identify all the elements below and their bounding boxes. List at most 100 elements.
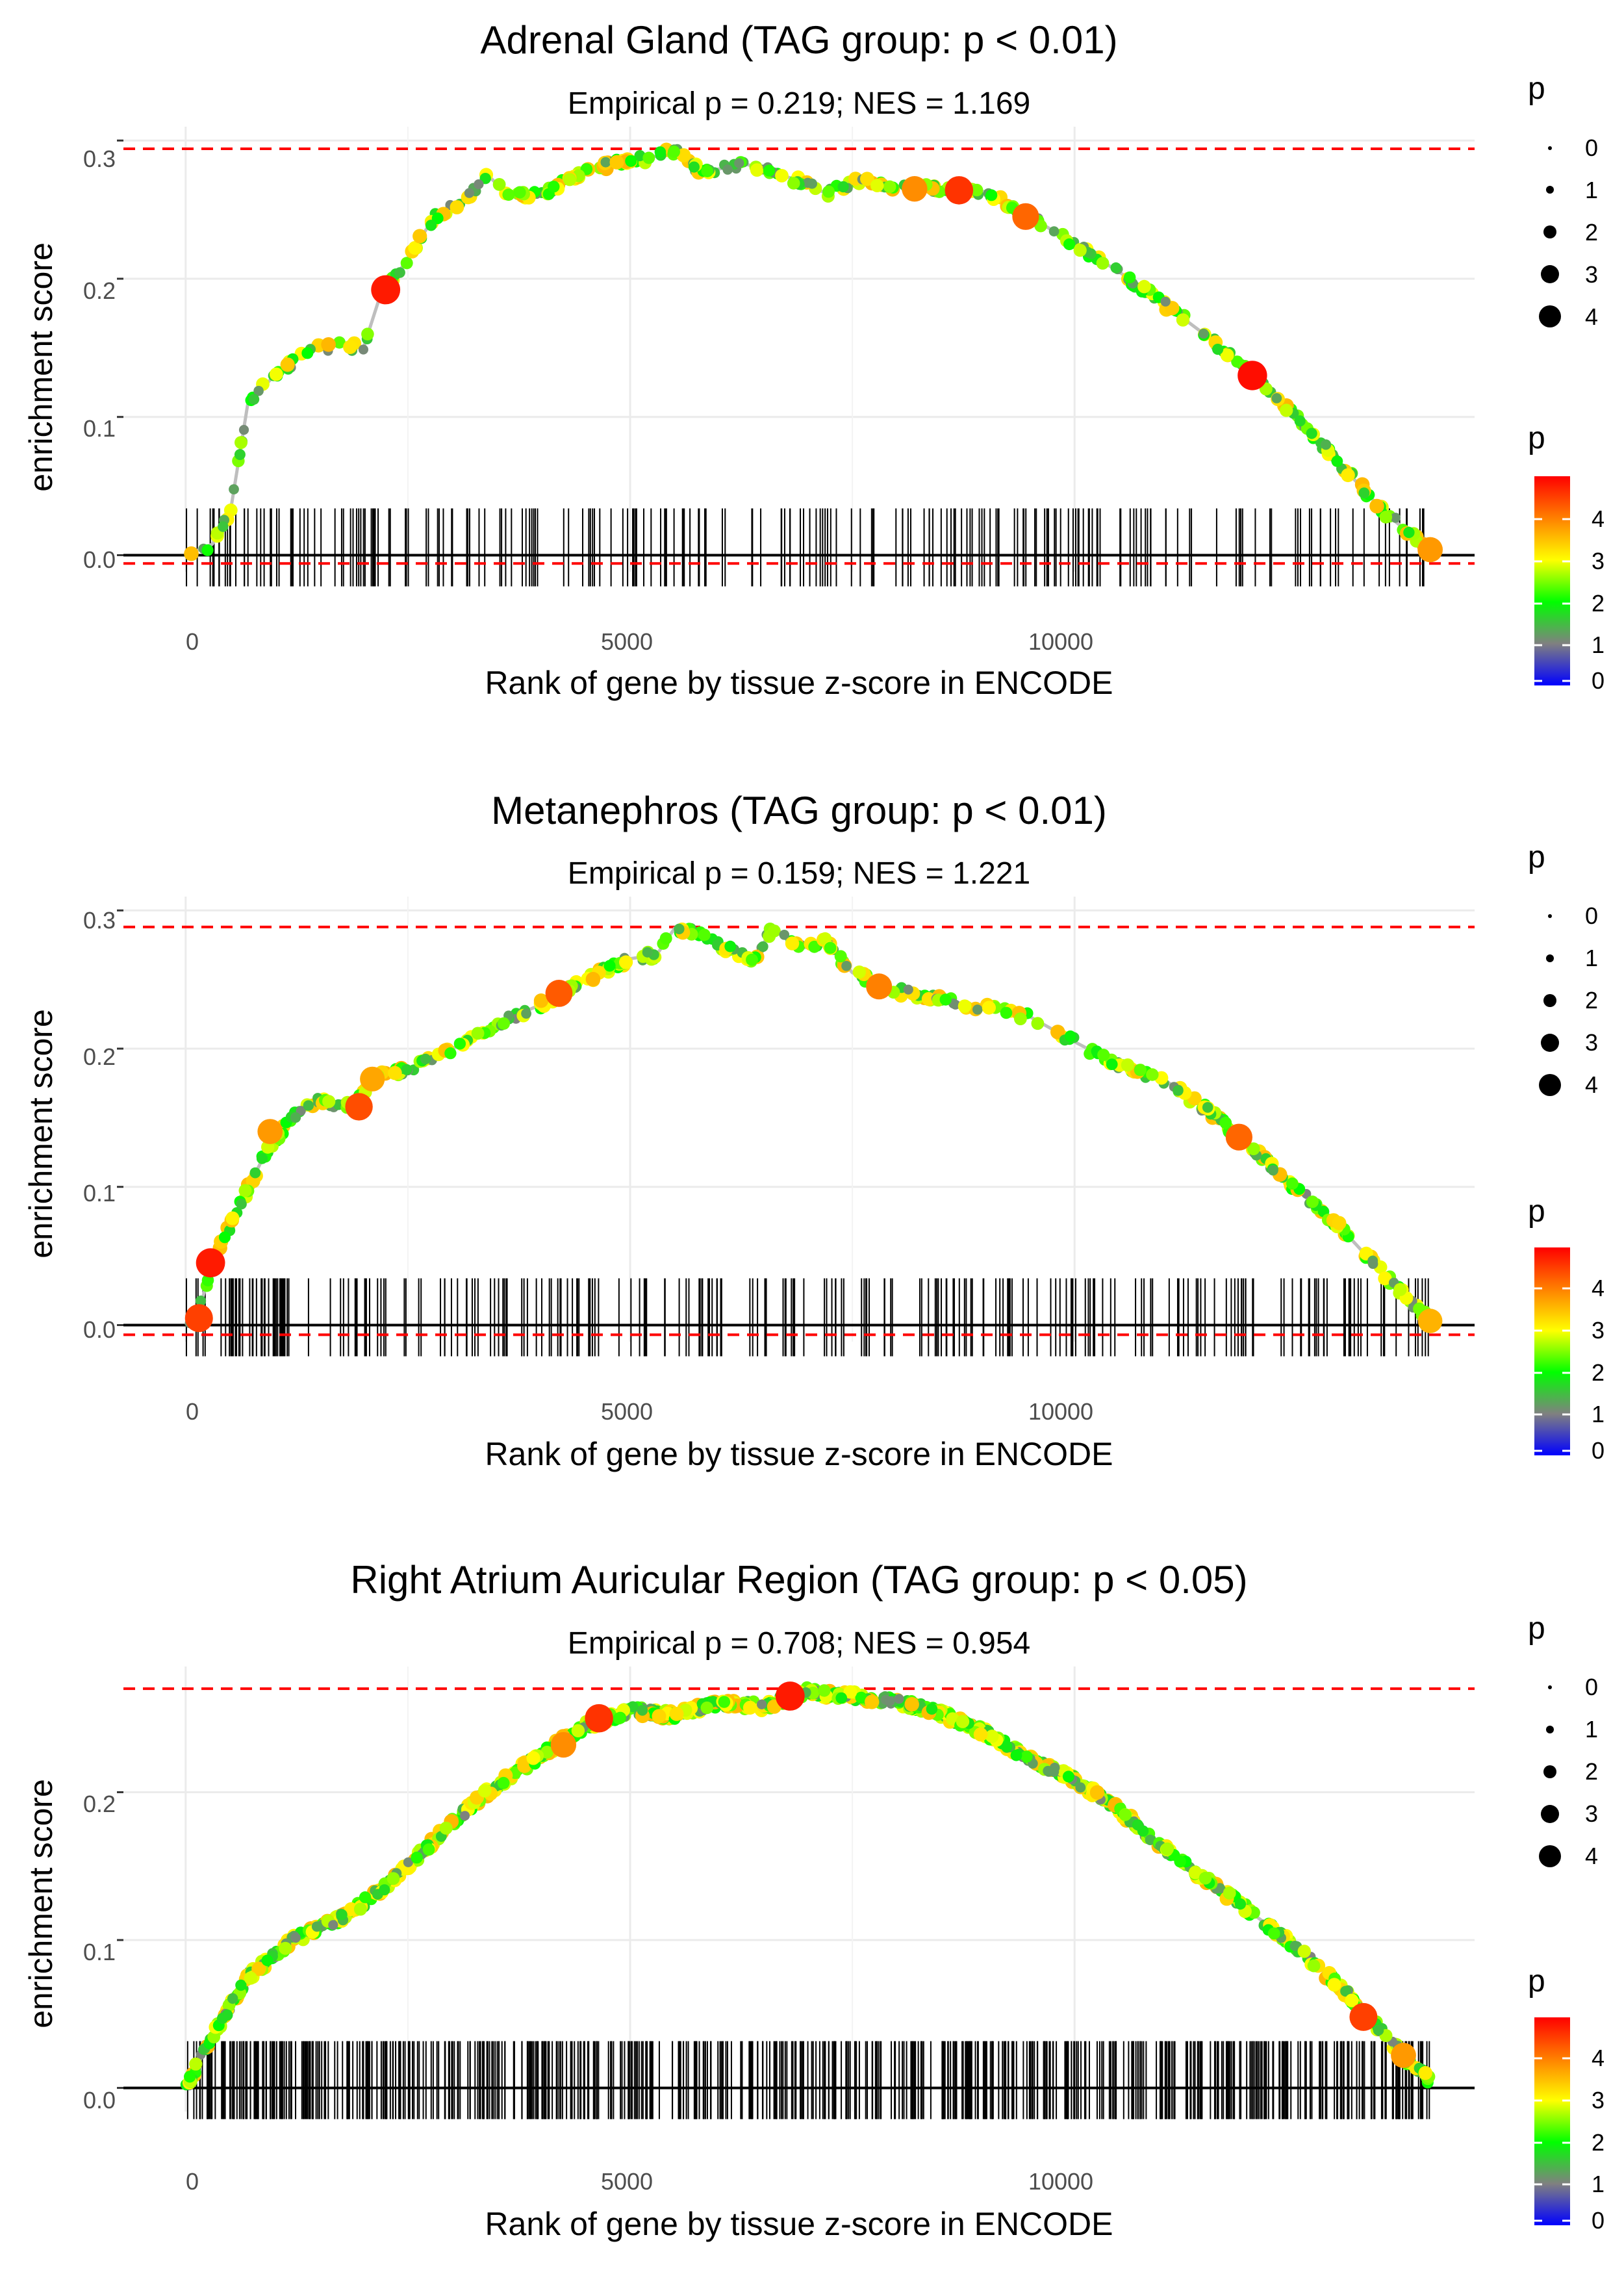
legend-color-label: 0 [1592, 667, 1605, 694]
curve-point [1379, 511, 1393, 524]
curve-point [1176, 313, 1190, 327]
curve-point [311, 1921, 322, 1932]
curve-point [474, 179, 484, 190]
x-axis-title: Rank of gene by tissue z-score in ENCODE [485, 2206, 1113, 2242]
curve-point [609, 155, 624, 170]
highlight-point [1391, 2043, 1416, 2068]
legend-colorbar [1534, 1247, 1570, 1455]
curve-point [787, 177, 800, 190]
curve-point [746, 953, 758, 966]
curve-point [256, 1153, 268, 1164]
legend-size-title: p [1528, 840, 1545, 875]
curve-point [779, 930, 790, 940]
curve-point [425, 220, 437, 231]
curve-point [904, 1697, 919, 1712]
legend-size-label: 3 [1585, 1800, 1598, 1827]
legend-size-label: 2 [1585, 1758, 1598, 1785]
curve-point [841, 960, 852, 971]
curve-point [563, 173, 577, 186]
legend-size: p 0 1 2 3 4 [1528, 71, 1598, 330]
curve-point [280, 357, 295, 372]
y-axis: 0.0 0.1 0.2 0.3 enrichment score [23, 146, 116, 573]
legend-size-dot [1548, 914, 1552, 918]
curve-point [921, 991, 936, 1006]
reference-lines [123, 147, 1475, 565]
curve-point [972, 1004, 983, 1015]
curve-point [785, 936, 800, 951]
curve-point [248, 394, 260, 405]
curve-point [1234, 1898, 1247, 1910]
curve-point [400, 257, 413, 270]
legend-size-label: 1 [1585, 177, 1598, 203]
panel-title: Adrenal Gland (TAG group: p < 0.01) [480, 18, 1117, 62]
curve-point [1146, 1068, 1159, 1081]
curve-point [1021, 1750, 1033, 1763]
legend-color-label: 4 [1592, 1275, 1605, 1301]
curve-point [207, 2030, 221, 2044]
enrichment-curve [184, 148, 1432, 557]
legend-color: p 4 3 2 1 0 [1528, 1964, 1605, 2234]
x-axis: 0 5000 10000 Rank of gene by tissue z-sc… [186, 2168, 1113, 2242]
curve-point [973, 1727, 988, 1742]
panel-title: Metanephros (TAG group: p < 0.01) [491, 789, 1107, 832]
legend-color-label: 0 [1592, 2207, 1605, 2234]
curve-point [353, 1902, 367, 1916]
curve-point [1307, 1959, 1321, 1973]
curve-point [807, 178, 817, 189]
curve-point [249, 1167, 261, 1179]
curve-point [1106, 1058, 1118, 1070]
y-tick-label: 0.3 [83, 907, 116, 934]
y-tick-label: 0.0 [83, 1316, 116, 1343]
legend-size-label: 1 [1585, 1716, 1598, 1743]
curve-point [453, 1038, 466, 1050]
highlight-points [371, 176, 1443, 563]
curve-point [701, 165, 714, 177]
curve-point [939, 993, 952, 1006]
curve-point [1188, 1866, 1202, 1880]
legend-color-label: 2 [1592, 2129, 1605, 2156]
legend-size-dot [1548, 146, 1552, 150]
y-tick-label: 0.0 [83, 2087, 116, 2114]
legend-color-label: 1 [1592, 632, 1605, 658]
curve-point [1332, 1216, 1347, 1231]
highlight-point [1417, 1309, 1443, 1333]
curve-point [985, 189, 998, 201]
panel-adrenal-gland: Adrenal Gland (TAG group: p < 0.01) Empi… [23, 18, 1605, 701]
curve-point [982, 1001, 996, 1015]
legend-color-label: 1 [1592, 2171, 1605, 2197]
y-tick-label: 0.2 [83, 277, 116, 304]
curve-point [422, 1843, 435, 1856]
grid [117, 897, 1475, 1342]
legend-size-label: 2 [1585, 987, 1598, 1014]
legend-color-label: 3 [1592, 1317, 1605, 1344]
curve-point [1367, 1258, 1378, 1269]
curve-point [238, 425, 249, 435]
curve-point [328, 1920, 338, 1930]
legend-size-dot [1543, 994, 1556, 1007]
x-axis: 0 5000 10000 Rank of gene by tissue z-sc… [186, 1398, 1113, 1472]
curve-point [1014, 1012, 1027, 1025]
x-axis-title: Rank of gene by tissue z-score in ENCODE [485, 1436, 1113, 1472]
curve-point [722, 164, 733, 175]
highlight-points [550, 1681, 1416, 2068]
curve-point [835, 1692, 847, 1704]
plot-area [117, 897, 1475, 1357]
curve-point [460, 1811, 470, 1821]
x-tick-label: 0 [186, 628, 199, 655]
highlight-point [184, 1304, 213, 1333]
legend-size-label: 2 [1585, 219, 1598, 246]
curve-point [674, 923, 685, 935]
curve-point [1000, 1006, 1013, 1019]
curve-point [1331, 455, 1343, 467]
x-tick-label: 10000 [1028, 1398, 1093, 1425]
curve-point [585, 971, 601, 987]
curve-point [1010, 1749, 1022, 1761]
curve-point [985, 1730, 999, 1743]
curve-point [1031, 1017, 1045, 1030]
legend-color-label: 1 [1592, 1401, 1605, 1427]
highlight-point [196, 1248, 225, 1278]
panel-subtitle: Empirical p = 0.708; NES = 0.954 [568, 1626, 1030, 1661]
curve-point [659, 932, 672, 945]
legend-color-title: p [1528, 1964, 1545, 1999]
curve-point [403, 1857, 414, 1867]
